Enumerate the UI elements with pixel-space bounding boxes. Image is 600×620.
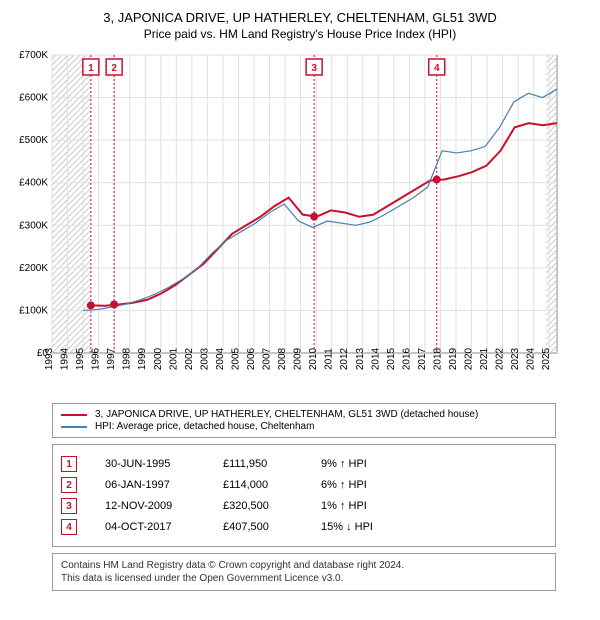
svg-text:4: 4 (434, 63, 440, 74)
svg-text:2009: 2009 (293, 347, 304, 370)
sale-marker-icon: 3 (61, 498, 77, 514)
svg-text:2007: 2007 (262, 347, 273, 370)
footer-line-2: This data is licensed under the Open Gov… (61, 572, 547, 585)
svg-text:2005: 2005 (230, 347, 241, 370)
svg-text:2001: 2001 (168, 347, 179, 370)
svg-text:2006: 2006 (246, 347, 257, 370)
chart-container: 3, JAPONICA DRIVE, UP HATHERLEY, CHELTEN… (0, 0, 600, 599)
chart-subtitle: Price paid vs. HM Land Registry's House … (10, 27, 590, 41)
sale-date: 06-JAN-1997 (105, 479, 215, 491)
svg-text:£700K: £700K (19, 50, 48, 61)
svg-text:2023: 2023 (510, 347, 521, 370)
svg-text:£200K: £200K (19, 263, 48, 274)
svg-text:2024: 2024 (526, 347, 537, 370)
svg-text:2016: 2016 (401, 347, 412, 370)
svg-text:2000: 2000 (153, 347, 164, 370)
sale-price: £114,000 (223, 479, 313, 491)
svg-text:2025: 2025 (541, 347, 552, 370)
svg-text:3: 3 (311, 63, 317, 74)
svg-text:£500K: £500K (19, 135, 48, 146)
svg-text:1998: 1998 (122, 347, 133, 370)
sale-marker-icon: 1 (61, 456, 77, 472)
footer-line-1: Contains HM Land Registry data © Crown c… (61, 559, 547, 572)
svg-text:2011: 2011 (324, 348, 335, 370)
svg-text:2019: 2019 (448, 347, 459, 370)
svg-text:£300K: £300K (19, 220, 48, 231)
svg-text:1994: 1994 (60, 347, 71, 370)
legend-label: 3, JAPONICA DRIVE, UP HATHERLEY, CHELTEN… (95, 409, 478, 420)
svg-text:1993: 1993 (44, 347, 55, 370)
svg-text:2: 2 (111, 63, 117, 74)
svg-text:£600K: £600K (19, 93, 48, 104)
svg-text:1999: 1999 (137, 347, 148, 370)
svg-text:2004: 2004 (215, 347, 226, 370)
sales-table: 1 30-JUN-1995 £111,950 9% ↑ HPI 2 06-JAN-1997… (52, 444, 556, 547)
svg-text:2013: 2013 (355, 347, 366, 370)
svg-text:2002: 2002 (184, 347, 195, 370)
sale-diff: 1% ↑ HPI (321, 500, 411, 512)
line-chart: £0£100K£200K£300K£400K£500K£600K£700K199… (10, 47, 590, 397)
svg-text:£100K: £100K (19, 305, 48, 316)
legend-item: HPI: Average price, detached house, Chel… (61, 421, 547, 432)
legend-swatch (61, 414, 87, 416)
chart-title: 3, JAPONICA DRIVE, UP HATHERLEY, CHELTEN… (10, 10, 590, 25)
svg-text:2022: 2022 (495, 347, 506, 370)
svg-text:2010: 2010 (308, 347, 319, 370)
sale-row: 3 12-NOV-2009 £320,500 1% ↑ HPI (61, 498, 547, 514)
legend-label: HPI: Average price, detached house, Chel… (95, 421, 314, 432)
sale-row: 1 30-JUN-1995 £111,950 9% ↑ HPI (61, 456, 547, 472)
sale-date: 04-OCT-2017 (105, 521, 215, 533)
svg-text:1996: 1996 (91, 347, 102, 370)
sale-marker-icon: 2 (61, 477, 77, 493)
sale-row: 4 04-OCT-2017 £407,500 15% ↓ HPI (61, 519, 547, 535)
svg-text:2008: 2008 (277, 347, 288, 370)
svg-text:1997: 1997 (106, 347, 117, 370)
sale-price: £407,500 (223, 521, 313, 533)
sale-diff: 15% ↓ HPI (321, 521, 411, 533)
chart-plot: £0£100K£200K£300K£400K£500K£600K£700K199… (10, 47, 590, 397)
svg-text:2020: 2020 (464, 347, 475, 370)
svg-text:2015: 2015 (386, 347, 397, 370)
svg-text:2017: 2017 (417, 347, 428, 370)
svg-text:2012: 2012 (339, 347, 350, 370)
sale-price: £320,500 (223, 500, 313, 512)
svg-text:2021: 2021 (479, 347, 490, 370)
legend-item: 3, JAPONICA DRIVE, UP HATHERLEY, CHELTEN… (61, 409, 547, 420)
svg-text:1995: 1995 (75, 347, 86, 370)
sale-diff: 9% ↑ HPI (321, 458, 411, 470)
footer-attribution: Contains HM Land Registry data © Crown c… (52, 553, 556, 591)
svg-text:£400K: £400K (19, 178, 48, 189)
svg-text:1: 1 (88, 63, 94, 74)
sale-marker-icon: 4 (61, 519, 77, 535)
svg-text:2003: 2003 (199, 347, 210, 370)
svg-text:2018: 2018 (432, 347, 443, 370)
sale-row: 2 06-JAN-1997 £114,000 6% ↑ HPI (61, 477, 547, 493)
sale-date: 30-JUN-1995 (105, 458, 215, 470)
legend: 3, JAPONICA DRIVE, UP HATHERLEY, CHELTEN… (52, 403, 556, 438)
sale-date: 12-NOV-2009 (105, 500, 215, 512)
sale-price: £111,950 (223, 458, 313, 470)
legend-swatch (61, 426, 87, 428)
svg-text:2014: 2014 (370, 347, 381, 370)
sale-diff: 6% ↑ HPI (321, 479, 411, 491)
